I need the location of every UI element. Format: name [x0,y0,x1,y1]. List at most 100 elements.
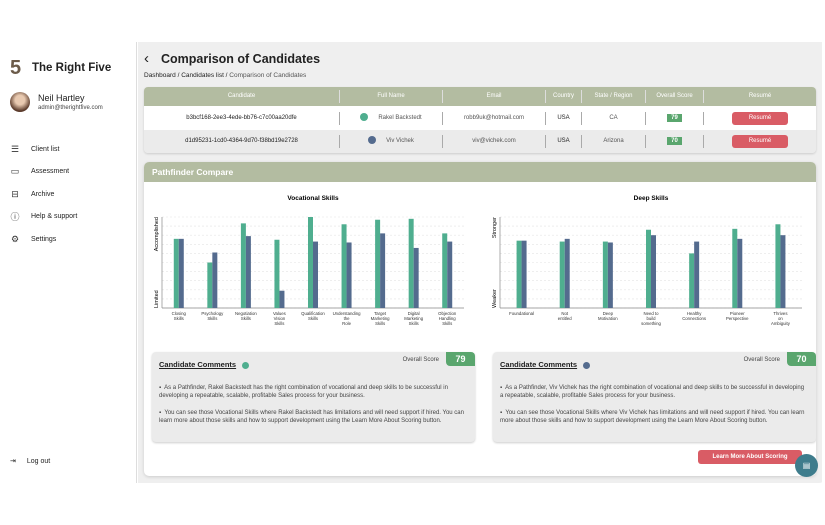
comment-bullet: You can see those Vocational Skills wher… [500,410,805,425]
user-profile[interactable]: Neil Hartley admin@therightfive.com [10,92,103,112]
bar [245,236,251,308]
bar [602,241,608,308]
breadcrumb-candidates-list[interactable]: Candidates list [181,72,224,79]
bar [564,238,570,308]
sidebar-item-assessment[interactable]: ▭ Assessment [10,161,77,184]
candidate-name: Rakel Backstedt [378,114,422,121]
bar [737,238,743,308]
resume-button[interactable]: Resumé [732,135,788,148]
x-tick-label: Values Vision Skills [273,311,286,326]
column-header: Candidate [144,90,340,103]
breadcrumb-dashboard[interactable]: Dashboard [144,72,176,79]
breadcrumb-separator: / [175,72,182,79]
chart-title: Deep Skills [634,195,669,202]
sidebar-item-help[interactable]: ⓘ Help & support [10,206,77,229]
bar [651,235,656,308]
y-label-bottom: Limited [154,290,160,308]
app-window: 5 The Right Five Neil Hartley admin@ther… [0,42,825,483]
bar [178,238,184,308]
bar [173,238,179,308]
x-tick-label: Closing Skills [172,311,187,321]
x-tick-label: Need to build something [641,311,661,326]
back-arrow-icon[interactable]: ‹ [144,50,149,67]
bar [413,247,419,308]
candidate-color-dot [583,361,591,369]
column-header: Resumé [748,93,772,99]
x-tick-label: Healthy Connections [682,311,706,321]
sidebar-item-label: Settings [31,235,57,243]
bar [516,240,522,308]
bar [308,217,313,308]
column-header: Country [546,90,582,103]
bar [646,229,651,308]
candidate-color-dot [368,136,377,145]
x-tick-label: Foundational [509,311,534,316]
learn-more-button[interactable]: Learn More About Scoring [698,450,802,464]
x-tick-label: Target Marketing Skills [371,311,390,326]
sidebar-item-settings[interactable]: ⚙ Settings [10,228,77,251]
logout-button[interactable]: ⇥ Log out [10,457,51,466]
info-circle-icon: ⓘ [10,212,20,223]
logout-icon: ⇥ [10,458,16,465]
user-email: admin@therightfive.com [38,105,103,111]
x-tick-label: Thrives on Ambiguity [771,311,791,326]
bar [341,224,347,308]
logout-label: Log out [26,457,51,465]
y-label-bottom: Weaker [492,289,498,308]
chat-bubble-icon: ▭ [10,166,20,177]
bar [442,233,448,308]
sidebar: 5 The Right Five Neil Hartley admin@ther… [0,42,137,483]
list-icon: ☰ [10,143,20,154]
bar [689,253,695,308]
candidate-id: d1d95231-1cd0-4364-9d70-f38bd19e2728 [144,135,340,148]
sidebar-item-archive[interactable]: ⊟ Archive [10,183,77,206]
resume-button[interactable]: Resumé [732,111,788,125]
score-badge: 79 [667,113,682,122]
comments-heading[interactable]: Candidate Comments [500,360,578,369]
candidate-color-dot [360,112,369,121]
comments-heading[interactable]: Candidate Comments [159,360,237,369]
bar [279,290,285,308]
x-tick-label: Pioneer Perspective [726,311,749,321]
bar [274,239,280,308]
breadcrumb-current: Comparison of Candidates [229,72,307,79]
brand[interactable]: 5 The Right Five [10,58,111,78]
column-header: State / Region [582,90,646,103]
user-name: Neil Hartley [38,93,85,103]
sidebar-item-label: Help & support [31,213,78,221]
candidate-state: CA [582,111,646,125]
candidate-country: USA [546,135,582,148]
sidebar-item-client-list[interactable]: ☰ Client list [10,138,77,161]
logo-icon: 5 [10,57,22,79]
bar [207,262,213,308]
candidate-comments-card: Candidate Comments Overall Score 79 ▪ As… [152,352,475,442]
column-header: Email [443,90,546,103]
overall-score-value: 70 [787,352,816,366]
archive-icon: ⊟ [11,188,19,199]
chat-fab-icon[interactable]: ▤ [795,454,818,477]
x-tick-label: Digital Marketing Skills [404,311,423,326]
candidate-name: Viv Vichek [386,138,414,144]
candidate-id: b3bcf168-2ee3-4ede-bb76-c7c00aa20dfe [144,111,340,125]
candidates-table: Candidate Full Name Email Country State … [144,87,816,153]
deep-skills-chart: Deep Skills Stronger Weaker Foundational Not… [492,195,802,326]
x-tick-label: Not entitled [558,311,572,321]
y-label-top: Accomplished [154,217,160,251]
candidate-email: robb9uk@hotmail.com [443,111,546,125]
overall-score-label: Overall Score [743,357,780,363]
table-row: d1d95231-1cd0-4364-9d70-f38bd19e2728 Viv… [144,130,816,153]
panel-title: Pathfinder Compare [144,162,816,182]
main-content: ‹ Comparison of Candidates Dashboard / C… [138,42,822,483]
bar [694,241,700,308]
page-title: Comparison of Candidates [161,51,321,66]
candidate-state: Arizona [582,135,646,148]
bar [375,219,381,308]
breadcrumb-separator: / [223,72,230,79]
gear-icon: ⚙ [10,233,20,244]
bar [212,252,218,308]
x-tick-label: Psychology Skills [201,311,224,321]
column-header: Full Name [340,90,443,103]
comment-bullet: You can see those Vocational Skills wher… [159,410,464,425]
chart-title: Vocational Skills [287,195,339,202]
x-tick-label: Qualification Skills [301,311,325,321]
